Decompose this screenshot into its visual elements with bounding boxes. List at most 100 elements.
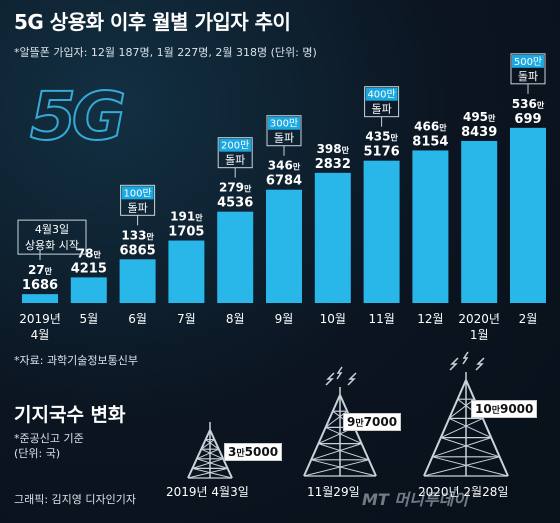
value-label-man-10: 495만 [463, 110, 496, 124]
annotation-box-3 [217, 137, 253, 169]
tower-date-3: 2020년 2월28일 [418, 485, 509, 499]
tower-3-brace-a-5 [432, 456, 509, 477]
tower-3-brace-b-5 [423, 456, 500, 477]
annotation-text-5-1: 400만 [367, 89, 395, 101]
tower-3-brace-b-1 [457, 379, 467, 400]
tower-1-brace-a-3 [201, 448, 224, 460]
tower-2-brace-b-5 [303, 459, 369, 477]
towers-note-basis: *준공신고 기준 [14, 432, 84, 445]
annotation-text-3-1: 200만 [221, 140, 249, 152]
annotation-box-6 [510, 53, 546, 85]
tower-3-brace-a-1 [465, 379, 475, 400]
annotation-box-5 [364, 86, 400, 118]
annotation-text-5-2: 돌파 [371, 103, 391, 116]
value-label-rest-6: 6784 [266, 174, 302, 189]
value-label-man-5: 279만 [219, 181, 252, 195]
tower-1-brace-a-1 [209, 429, 215, 440]
signal-bolt-icon [449, 357, 459, 371]
annotation-text-3-2: 돌파 [225, 154, 245, 167]
annotation-highlight-5 [365, 87, 398, 101]
tower-2-brace-a-3 [325, 426, 362, 445]
x-tick-label-1-2: 4월 [31, 328, 50, 342]
tower-date-1: 2019년 4월3일 [166, 485, 249, 499]
towers-section-title: 기지국수 변화 [14, 404, 126, 426]
source-note: *자료: 과학기술정보통신부 [14, 354, 139, 367]
signal-bolt-icon [462, 351, 469, 365]
bar-11 [510, 127, 546, 304]
annotation-text-4-1: 300만 [270, 118, 298, 130]
tower-1-brace-a-5 [192, 467, 233, 479]
tower-1-brace-b-3 [196, 448, 219, 460]
value-label-man-6: 346만 [268, 159, 301, 173]
tower-2-brace-a-5 [311, 459, 377, 477]
x-tick-label-1-1: 2019년 [19, 312, 61, 326]
annotation-highlight-3 [219, 138, 252, 152]
value-label-man-2: 78만 [77, 246, 102, 260]
graphic-credit: 그래픽: 김지영 디자인기자 [14, 493, 137, 506]
value-label-rest-8: 5176 [364, 145, 400, 160]
bar-1 [22, 294, 58, 303]
annotation-text-1-2: 상용화 시작 [25, 239, 79, 252]
annotation-text-1-1: 4월3일 [35, 222, 69, 236]
value-label-man-4: 191만 [170, 210, 203, 224]
bar-8 [363, 160, 400, 303]
annotation-highlight-2 [121, 186, 154, 200]
value-label-rest-1: 1686 [22, 278, 58, 293]
value-label-man-3: 133만 [121, 228, 154, 242]
signal-bolt-icon [336, 366, 343, 380]
bar-10 [461, 140, 498, 303]
bar-7 [314, 172, 351, 303]
signal-bolt-icon [325, 372, 335, 386]
tower-1-brace-b-1 [205, 429, 211, 440]
bar-9 [412, 150, 449, 303]
x-tick-label-4-1: 7월 [177, 312, 196, 326]
tower-1-brace-b-4 [192, 458, 224, 469]
tower-2-brace-a-4 [318, 443, 369, 461]
value-label-rest-3: 6865 [120, 243, 156, 258]
x-tick-label-2-1: 5월 [79, 312, 98, 326]
tower-1-brace-b-2 [200, 439, 215, 450]
tower-3-brace-a-4 [440, 437, 500, 458]
annotation-text-6-2: 돌파 [518, 70, 538, 83]
x-tick-label-5-1: 8월 [226, 312, 245, 326]
x-tick-label-10-1: 2020년 [458, 312, 500, 326]
5g-logo: 5G [29, 77, 127, 156]
annotation-text-2-2: 돌파 [127, 201, 147, 214]
towers-note-unit: (단위: 국) [14, 447, 61, 460]
tower-3-brace-a-3 [448, 417, 492, 439]
x-tick-label-9-1: 12월 [417, 312, 443, 326]
tower-2-brace-b-1 [332, 394, 341, 412]
tower-count-2: 9만7000 [343, 413, 402, 431]
annotation-box-2 [120, 184, 156, 216]
bar-4 [168, 240, 205, 303]
x-tick-label-11-1: 2월 [519, 312, 538, 326]
x-tick-label-3-1: 6월 [128, 312, 147, 326]
annotation-box-4 [266, 115, 302, 147]
bar-5 [217, 211, 254, 303]
bar-6 [266, 189, 302, 303]
annotation-box-1 [17, 219, 87, 255]
tower-2-brace-b-4 [311, 443, 362, 461]
tower-2-brace-a-1 [339, 394, 348, 412]
x-tick-label-10-2: 1월 [470, 328, 489, 342]
signal-bolt-icon [347, 372, 357, 386]
signal-bolt-icon [475, 357, 485, 371]
annotation-text-6-1: 500만 [514, 56, 542, 68]
tower-1-brace-a-2 [205, 439, 220, 450]
tower-3-brace-b-4 [432, 437, 492, 458]
annotation-text-2-1: 100만 [123, 187, 151, 199]
chart-title: 5G 상용화 이후 월별 가입자 추이 [14, 10, 291, 34]
value-label-rest-9: 8154 [412, 134, 448, 149]
value-label-man-8: 435만 [365, 130, 398, 144]
tower-count-3: 10만9000 [471, 400, 538, 418]
x-tick-label-8-1: 11월 [368, 312, 394, 326]
tower-1-brace-a-4 [196, 458, 228, 469]
tower-3-brace-b-3 [440, 417, 484, 439]
x-tick-label-6-1: 9월 [275, 312, 294, 326]
annotation-text-4-2: 돌파 [274, 132, 294, 145]
value-label-rest-5: 4536 [217, 196, 253, 211]
chart-subtitle: *알뜰폰 가입자: 12월 187명, 1월 227명, 2월 318명 (단위… [14, 46, 317, 59]
